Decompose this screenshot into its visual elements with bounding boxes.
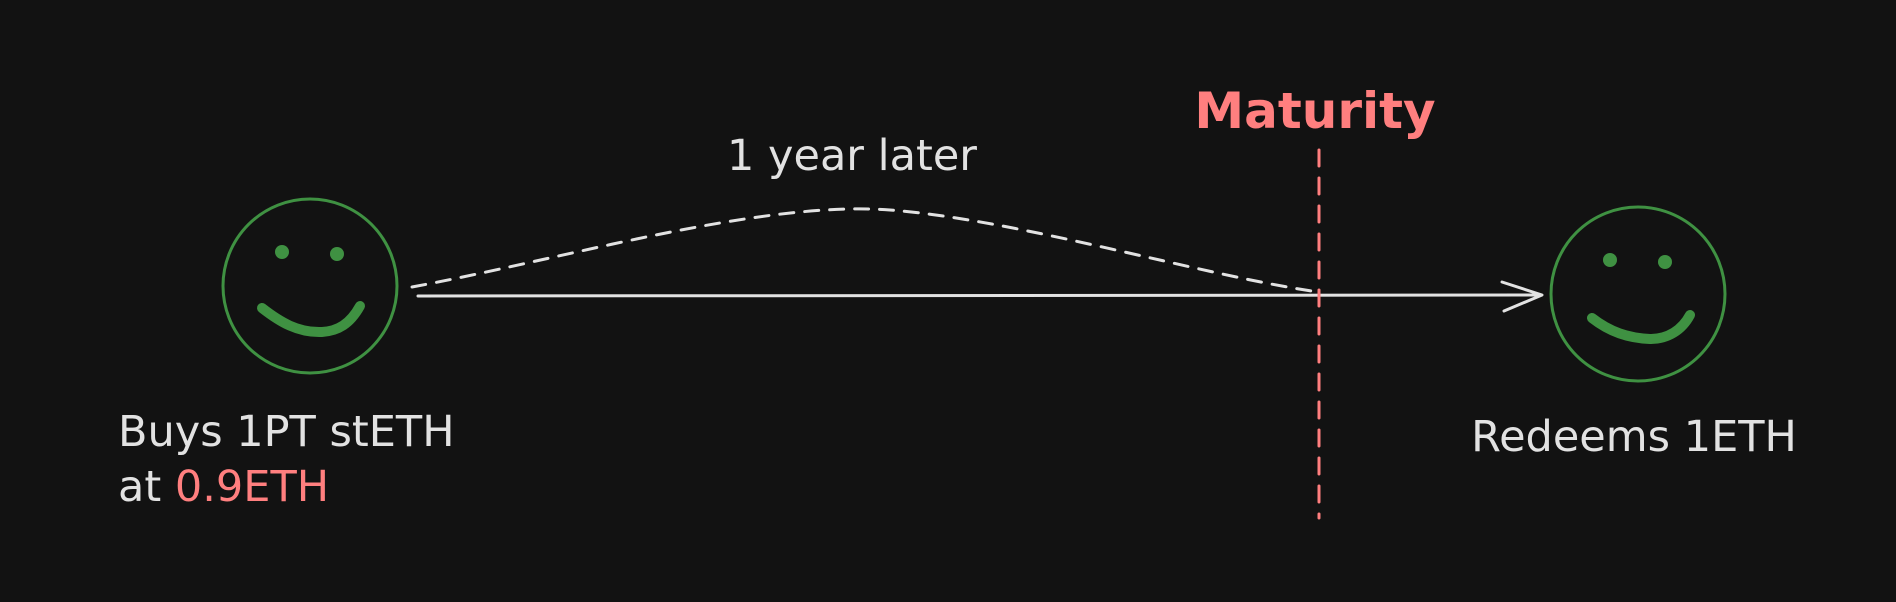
buyer-price: 0.9ETH	[175, 462, 329, 512]
maturity-label: Maturity	[1194, 82, 1435, 140]
buyer-smiley-icon	[221, 197, 399, 375]
redeemer-label: Redeems 1ETH	[1471, 412, 1797, 462]
duration-label: 1 year later	[727, 131, 977, 181]
buyer-label-prefix: at	[118, 462, 175, 512]
buyer-label-line2: at 0.9ETH	[118, 462, 329, 512]
timeline-arrow	[416, 280, 1544, 313]
duration-arc	[410, 207, 1320, 294]
buyer-label-line1: Buys 1PT stETH	[118, 407, 455, 457]
redeemer-smiley-icon	[1549, 205, 1727, 383]
